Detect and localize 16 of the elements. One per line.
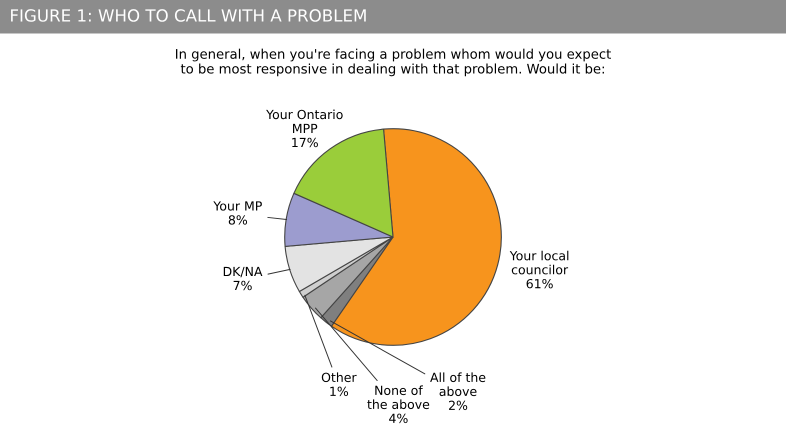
data-label: 1% bbox=[330, 386, 348, 396]
slice-label: Your Ontario MPP bbox=[266, 110, 343, 134]
data-label: 8% bbox=[228, 215, 248, 225]
data-label: 2% bbox=[448, 400, 468, 410]
chart-subtitle: In general, when you're facing a problem whom would you expect to be most responsive in dealing with that problem. Would it be: bbox=[176, 48, 611, 76]
slice-label: None of the above bbox=[367, 385, 430, 410]
data-label: 4% bbox=[389, 414, 408, 424]
slice-label: Your MP bbox=[213, 201, 262, 211]
data-label: 61% bbox=[526, 278, 553, 288]
slice-label: Your local councilor bbox=[510, 250, 568, 274]
slice-label: Other bbox=[322, 372, 357, 382]
slice-label: All of the above bbox=[430, 372, 486, 396]
data-label: 7% bbox=[234, 280, 252, 290]
data-label: 17% bbox=[292, 138, 318, 148]
slice-label: DK/NA bbox=[224, 266, 262, 278]
chart-title: FIGURE 1: WHO TO CALL WITH A PROBLEM bbox=[11, 9, 366, 22]
